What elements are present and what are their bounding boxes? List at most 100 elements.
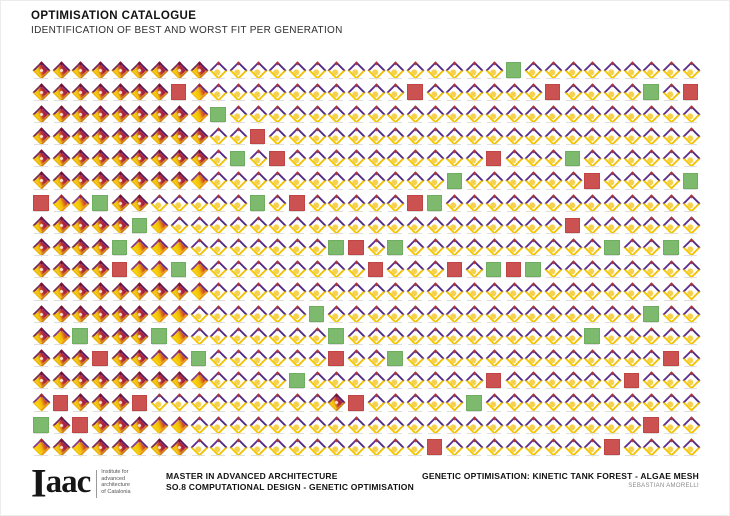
thumbnail-diamond bbox=[662, 415, 681, 435]
thumbnail-diamond bbox=[91, 327, 110, 346]
thumbnail-baseline bbox=[329, 299, 343, 301]
thumbnail-baseline bbox=[565, 99, 580, 101]
thumbnail-baseline bbox=[53, 454, 68, 456]
thumbnail-diamond bbox=[524, 282, 543, 302]
thumbnail-baseline bbox=[349, 432, 363, 434]
thumbnail-diamond bbox=[662, 82, 681, 102]
design-thumbnail bbox=[661, 303, 681, 325]
thumbnail-baseline bbox=[132, 343, 147, 345]
design-thumbnail bbox=[641, 347, 662, 369]
thumbnail-diamond bbox=[327, 60, 347, 80]
design-thumbnail bbox=[287, 281, 307, 303]
program-block: MASTER IN ADVANCED ARCHITECTURE SO.8 COM… bbox=[166, 471, 414, 493]
thumbnail-baseline bbox=[526, 144, 540, 146]
worst-fit-marker bbox=[70, 414, 90, 436]
thumbnail-baseline bbox=[112, 210, 127, 212]
thumbnail-baseline bbox=[132, 144, 147, 146]
thumbnail-baseline bbox=[506, 77, 521, 79]
thumbnail-diamond bbox=[366, 149, 386, 168]
thumbnail-baseline bbox=[368, 343, 383, 345]
thumbnail-diamond bbox=[544, 304, 563, 324]
thumbnail-diamond bbox=[662, 393, 681, 413]
design-thumbnail bbox=[287, 237, 307, 259]
design-thumbnail bbox=[326, 281, 347, 303]
design-thumbnail bbox=[484, 126, 504, 148]
design-thumbnail bbox=[602, 81, 622, 103]
thumbnail-diamond bbox=[406, 393, 425, 413]
thumbnail-diamond bbox=[347, 149, 366, 168]
thumbnail-baseline bbox=[565, 343, 580, 345]
thumbnail-diamond bbox=[642, 60, 662, 80]
design-thumbnail bbox=[661, 81, 681, 103]
thumbnail-diamond bbox=[485, 216, 504, 235]
thumbnail-baseline bbox=[93, 277, 107, 279]
thumbnail-baseline bbox=[112, 233, 127, 234]
design-thumbnail bbox=[307, 325, 327, 347]
best-fit-marker bbox=[661, 237, 681, 259]
design-thumbnail bbox=[484, 303, 504, 325]
thumbnail-diamond bbox=[32, 393, 51, 413]
thumbnail-baseline bbox=[171, 188, 186, 190]
thumbnail-diamond bbox=[170, 238, 189, 257]
thumbnail-diamond bbox=[386, 282, 406, 302]
design-thumbnail bbox=[51, 126, 71, 148]
thumbnail-diamond bbox=[229, 60, 248, 80]
design-thumbnail bbox=[641, 325, 662, 347]
design-thumbnail bbox=[523, 103, 543, 125]
thumbnail-baseline bbox=[132, 166, 147, 168]
thumbnail-baseline bbox=[152, 255, 166, 257]
design-thumbnail bbox=[523, 303, 543, 325]
design-thumbnail bbox=[523, 281, 543, 303]
thumbnail-diamond bbox=[189, 60, 209, 80]
thumbnail-baseline bbox=[624, 166, 639, 168]
thumbnail-baseline bbox=[289, 432, 304, 434]
thumbnail-diamond bbox=[229, 349, 248, 368]
design-thumbnail bbox=[307, 414, 327, 436]
design-thumbnail bbox=[90, 281, 110, 303]
thumbnail-baseline bbox=[486, 388, 501, 390]
thumbnail-diamond bbox=[229, 371, 248, 390]
thumbnail-baseline bbox=[34, 188, 48, 190]
thumbnail-baseline bbox=[152, 343, 166, 345]
design-thumbnail bbox=[405, 126, 425, 148]
thumbnail-baseline bbox=[565, 388, 580, 390]
thumbnail-diamond bbox=[111, 393, 130, 413]
design-thumbnail bbox=[129, 126, 150, 148]
thumbnail-baseline bbox=[309, 432, 324, 434]
design-thumbnail bbox=[189, 192, 209, 214]
thumbnail-baseline bbox=[408, 233, 422, 234]
design-thumbnail bbox=[149, 170, 169, 192]
design-thumbnail bbox=[346, 281, 366, 303]
thumbnail-baseline bbox=[152, 122, 166, 124]
design-thumbnail bbox=[641, 237, 662, 259]
thumbnail-baseline bbox=[467, 388, 481, 390]
best-fit-marker bbox=[90, 192, 110, 214]
design-thumbnail bbox=[149, 59, 169, 81]
thumbnail-baseline bbox=[585, 144, 599, 146]
thumbnail-baseline bbox=[211, 144, 225, 146]
thumbnail-baseline bbox=[250, 343, 265, 345]
thumbnail-baseline bbox=[526, 99, 540, 101]
design-thumbnail bbox=[129, 81, 150, 103]
thumbnail-baseline bbox=[526, 388, 540, 390]
thumbnail-baseline bbox=[309, 277, 324, 279]
thumbnail-diamond bbox=[544, 349, 563, 368]
thumbnail-diamond bbox=[307, 327, 327, 346]
thumbnail-baseline bbox=[152, 188, 166, 190]
thumbnail-baseline bbox=[506, 432, 521, 434]
thumbnail-diamond bbox=[347, 193, 366, 213]
thumbnail-diamond bbox=[130, 327, 150, 346]
thumbnail-baseline bbox=[565, 166, 580, 168]
thumbnail-diamond bbox=[406, 437, 425, 457]
design-thumbnail bbox=[582, 192, 602, 214]
thumbnail-baseline bbox=[93, 410, 107, 412]
worst-fit-marker bbox=[504, 259, 524, 281]
thumbnail-diamond bbox=[150, 349, 169, 368]
thumbnail-diamond bbox=[307, 437, 327, 457]
design-thumbnail bbox=[464, 281, 484, 303]
thumbnail-diamond bbox=[248, 105, 268, 124]
thumbnail-baseline bbox=[565, 255, 580, 257]
design-thumbnail bbox=[149, 392, 169, 414]
thumbnail-baseline bbox=[171, 166, 186, 168]
